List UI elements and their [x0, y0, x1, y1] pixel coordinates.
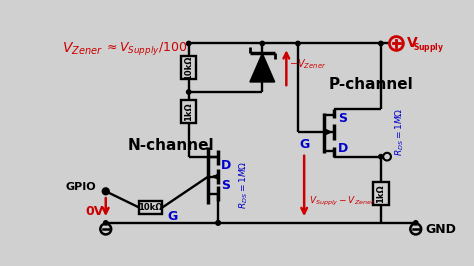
Text: D: D	[221, 159, 231, 172]
Text: D: D	[338, 142, 348, 155]
Text: $R_{DS}=1M\Omega$: $R_{DS}=1M\Omega$	[237, 160, 250, 209]
Text: $V_{Supply}-V_{Zener}$: $V_{Supply}-V_{Zener}$	[309, 195, 375, 208]
Bar	[181, 56, 196, 79]
Circle shape	[216, 221, 220, 225]
Text: $-V_{Zener}$: $-V_{Zener}$	[289, 57, 326, 71]
Text: S: S	[338, 112, 347, 125]
Text: $\approx V_{Supply}/100$: $\approx V_{Supply}/100$	[104, 40, 188, 57]
Bar	[181, 100, 196, 123]
Text: $\mathbf{V}$: $\mathbf{V}$	[406, 36, 419, 50]
Polygon shape	[250, 53, 275, 82]
Text: S: S	[221, 179, 230, 192]
Text: $R_{DS}=1M\Omega$: $R_{DS}=1M\Omega$	[394, 108, 407, 156]
Text: 10kΩ: 10kΩ	[138, 203, 163, 212]
Text: G: G	[167, 210, 177, 223]
Bar	[139, 201, 162, 214]
Circle shape	[260, 41, 264, 46]
Text: 1kΩ: 1kΩ	[376, 184, 385, 203]
Text: 10kΩ: 10kΩ	[184, 55, 193, 80]
Circle shape	[296, 41, 300, 46]
Circle shape	[186, 90, 191, 94]
Text: N-channel: N-channel	[128, 138, 214, 153]
Circle shape	[104, 221, 108, 225]
Text: G: G	[300, 138, 310, 151]
Circle shape	[379, 41, 383, 46]
Text: P-channel: P-channel	[329, 77, 414, 92]
Text: 1kΩ: 1kΩ	[184, 102, 193, 120]
Text: GPIO: GPIO	[65, 182, 96, 193]
Circle shape	[216, 221, 220, 225]
Circle shape	[379, 155, 383, 159]
Circle shape	[186, 41, 191, 46]
Text: $\mathbf{Supply}$: $\mathbf{Supply}$	[413, 41, 444, 54]
Text: 0V: 0V	[86, 205, 104, 218]
Text: $V_{Zener}$: $V_{Zener}$	[63, 41, 103, 57]
Circle shape	[414, 221, 418, 225]
Circle shape	[104, 189, 108, 193]
Text: GND: GND	[425, 223, 456, 235]
Bar	[373, 182, 389, 205]
